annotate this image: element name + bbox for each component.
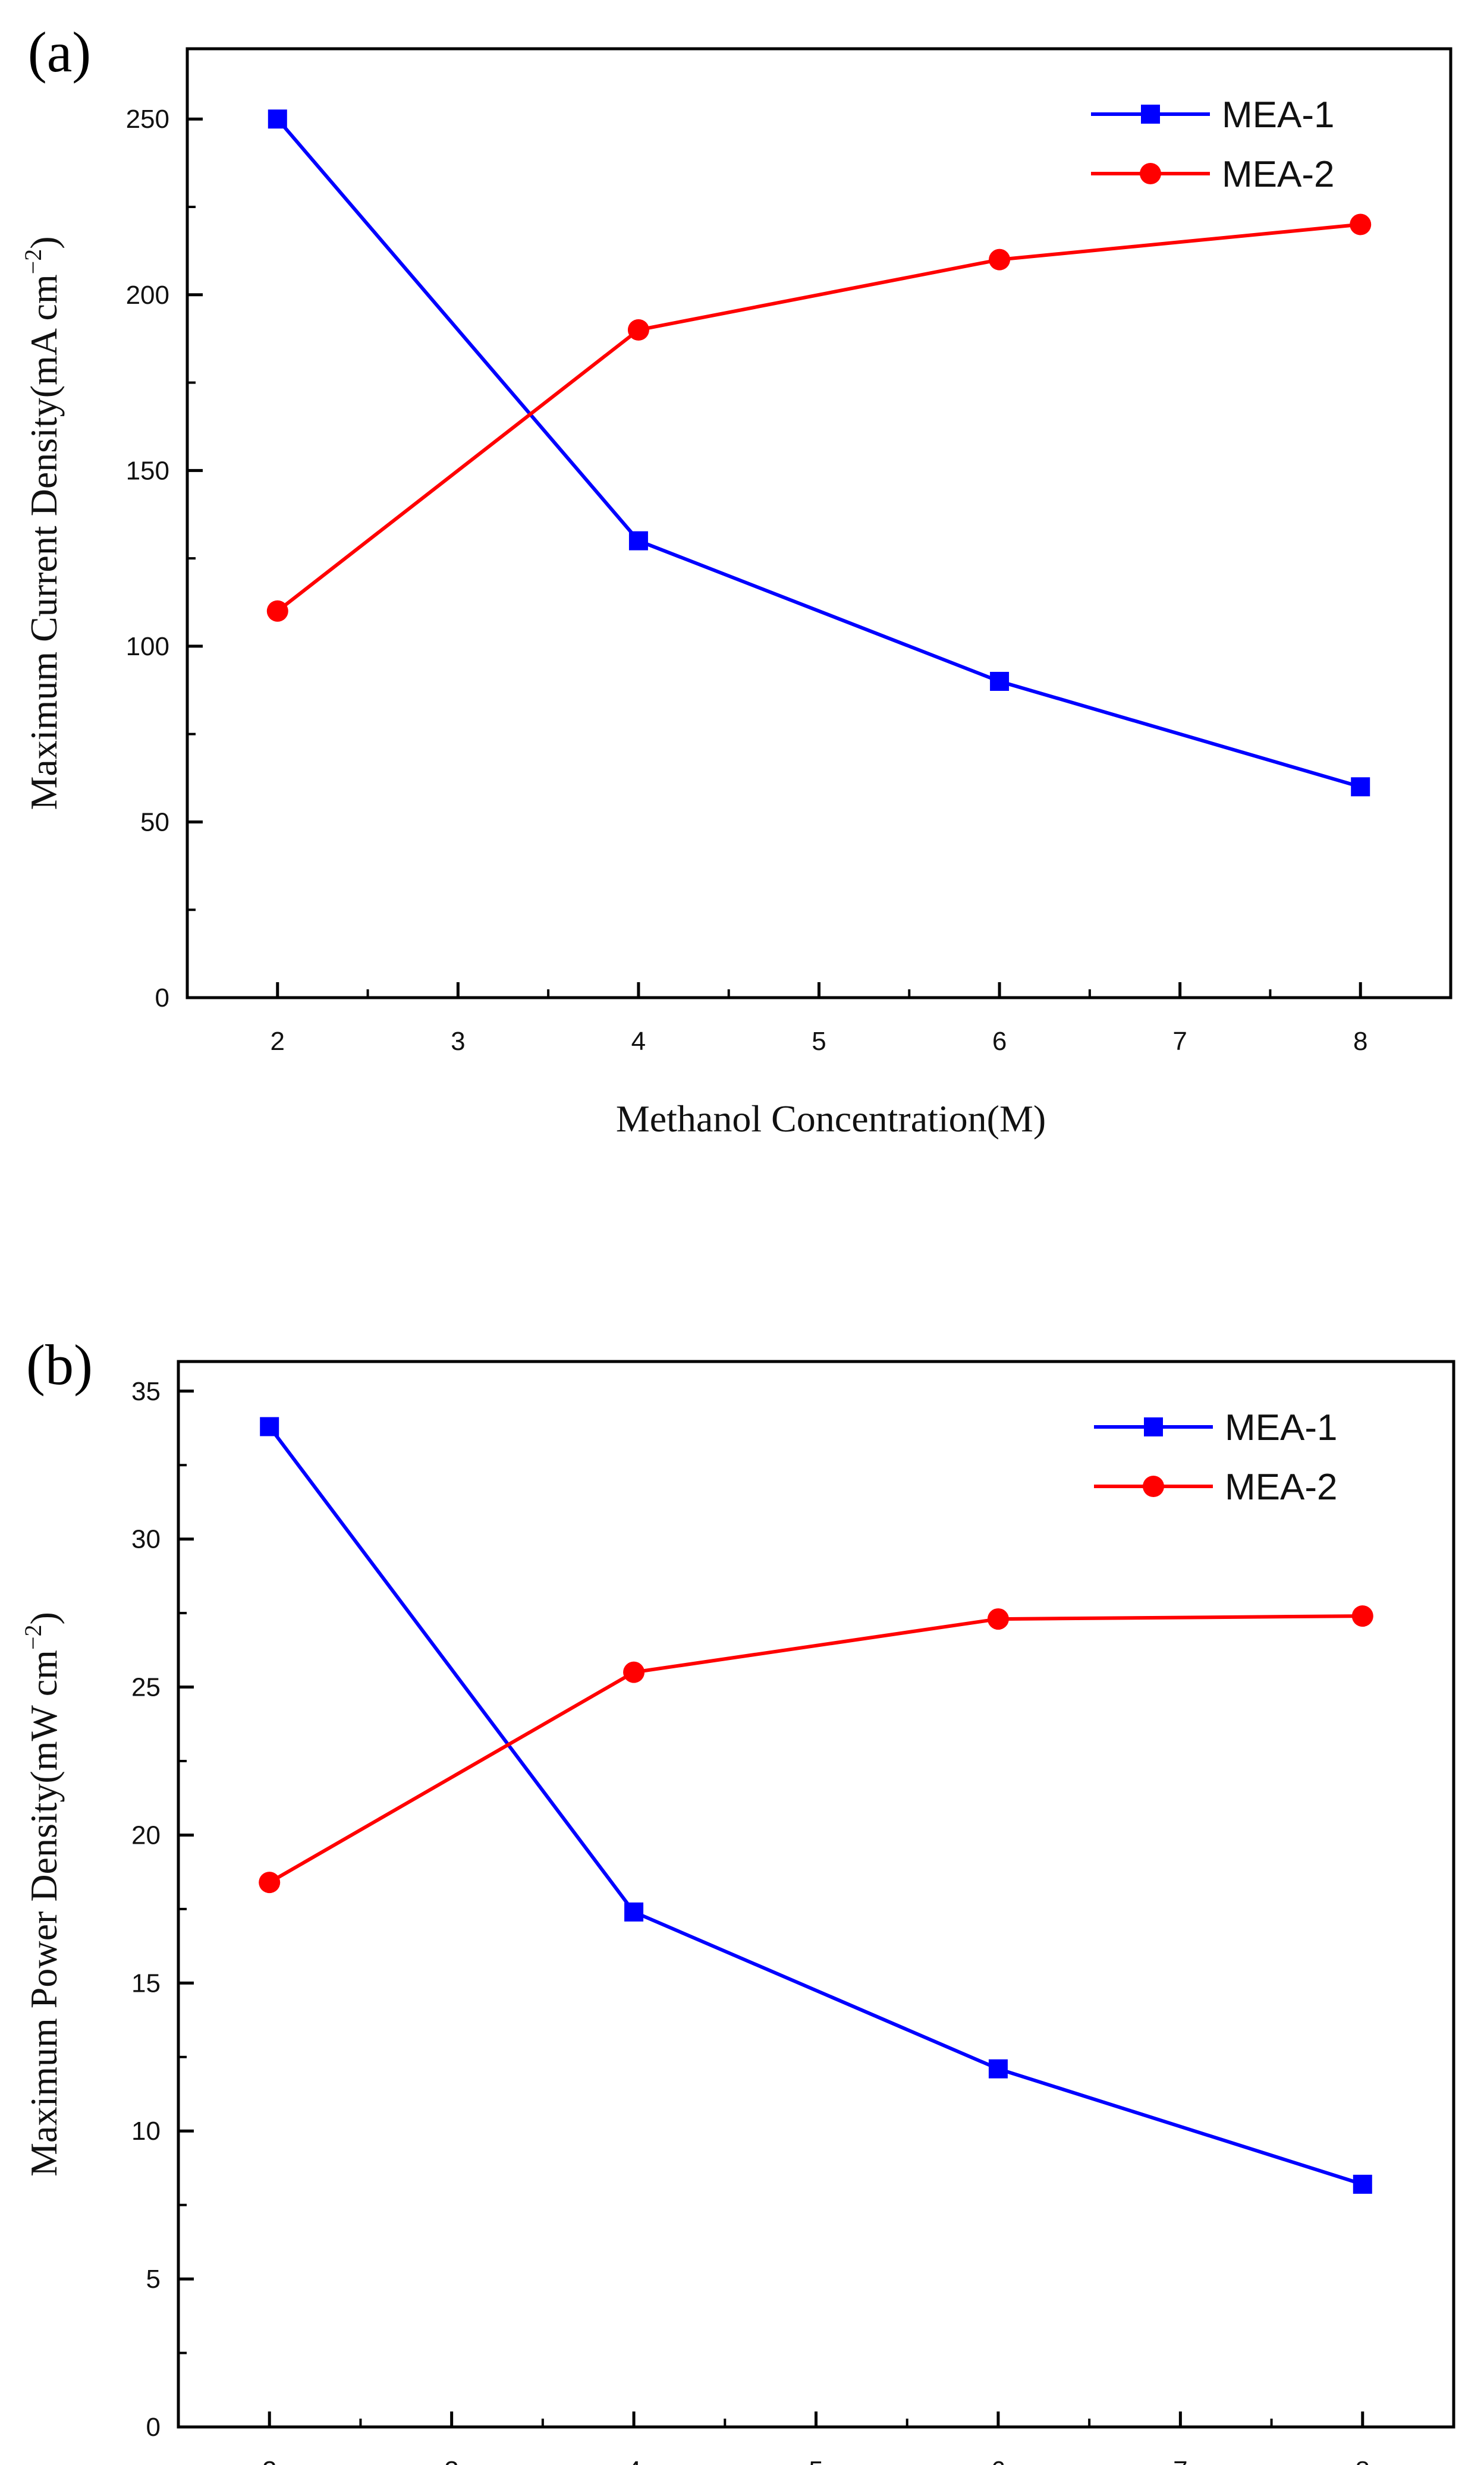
legend-label: MEA-2 [1222, 154, 1334, 195]
data-point-mea-2 [259, 1872, 281, 1894]
x-tick-label: 3 [444, 2456, 458, 2465]
data-point-mea-1 [1353, 2174, 1372, 2194]
y-tick-label: 0 [155, 983, 169, 1013]
series-line-mea-2 [268, 1614, 1363, 1884]
y-tick-label: 20 [131, 1821, 161, 1850]
x-tick-label: 4 [631, 1027, 646, 1056]
data-point-mea-2 [623, 1661, 645, 1683]
x-tick-label: 8 [1356, 2456, 1370, 2465]
y-tick-label: 10 [131, 2117, 161, 2146]
x-axis-title: Methanol Concentration(M) [616, 1098, 1046, 1140]
y-axis-title: Maximum Current Density(mA cm−2) [20, 236, 65, 810]
x-tick-label: 2 [271, 1027, 285, 1056]
chart-panel-1: (a) 2 3 4 5 6 7 8 0 50 100 150 200 250 Methanol Concen… [20, 20, 1452, 1140]
y-tick-label: 50 [140, 807, 169, 837]
y-tick-label: 150 [126, 456, 169, 485]
legend-marker [1144, 1417, 1163, 1436]
series-line-mea-1 [276, 118, 1362, 789]
y-tick-label: 30 [131, 1525, 161, 1554]
data-point-mea-1 [260, 1417, 279, 1436]
y-tick-label: 5 [146, 2265, 161, 2294]
panel-label: (a) [28, 20, 92, 84]
y-axis-title-close: ) [23, 236, 65, 249]
y-tick-label: 35 [131, 1377, 161, 1406]
data-point-mea-2 [266, 600, 288, 622]
y-axis-title-main: Maximum Current Density(mA cm [23, 274, 65, 810]
y-axis-title-sup: −2 [20, 249, 46, 275]
data-point-mea-1 [268, 109, 287, 129]
y-tick-label: 250 [126, 105, 169, 134]
y-axis-title-close: ) [23, 1612, 65, 1624]
data-point-mea-2 [1351, 1605, 1373, 1627]
x-tick-label: 5 [812, 1027, 826, 1056]
x-tick-label: 6 [992, 1027, 1007, 1056]
chart-panel-2: (b)234567805101520253035Methanol Concent… [20, 1333, 1455, 2465]
y-axis-title-main: Maximum Power Density(mW cm [23, 1650, 65, 2177]
data-point-mea-1 [628, 531, 648, 551]
y-axis-title: Maximum Power Density(mW cm−2) [20, 1612, 65, 2177]
plot-frame [177, 1360, 1455, 2429]
series-line-mea-2 [276, 222, 1361, 613]
series-line-mea-1 [268, 1425, 1363, 2186]
x-tick-label: 7 [1173, 2456, 1187, 2465]
panel-label: (b) [26, 1333, 93, 1397]
x-tick-label: 7 [1172, 1027, 1187, 1056]
legend-label: MEA-1 [1225, 1407, 1337, 1448]
x-tick-label: 2 [262, 2456, 276, 2465]
y-tick-label: 0 [146, 2413, 161, 2442]
y-tick-label: 100 [126, 632, 169, 661]
y-tick-label: 15 [131, 1969, 161, 1998]
legend-marker [1141, 105, 1160, 124]
legend-label: MEA-2 [1225, 1467, 1337, 1508]
legend-marker [1143, 1476, 1164, 1497]
data-point-mea-2 [1350, 213, 1372, 235]
legend-label: MEA-1 [1222, 95, 1334, 136]
data-point-mea-2 [989, 249, 1011, 271]
data-point-mea-2 [627, 319, 649, 341]
legend-marker [1140, 163, 1161, 184]
y-tick-label: 200 [126, 281, 169, 310]
x-tick-label: 5 [809, 2456, 823, 2465]
x-tick-label: 4 [627, 2456, 641, 2465]
x-tick-label: 3 [451, 1027, 465, 1056]
x-tick-label: 8 [1353, 1027, 1367, 1056]
x-tick-label: 6 [991, 2456, 1005, 2465]
data-point-mea-1 [990, 672, 1010, 691]
y-tick-label: 25 [131, 1673, 161, 1702]
data-point-mea-1 [988, 2059, 1008, 2079]
y-axis-title-sup: −2 [20, 1624, 46, 1650]
data-point-mea-1 [1351, 777, 1370, 797]
data-point-mea-1 [624, 1902, 644, 1922]
data-point-mea-2 [987, 1608, 1009, 1630]
